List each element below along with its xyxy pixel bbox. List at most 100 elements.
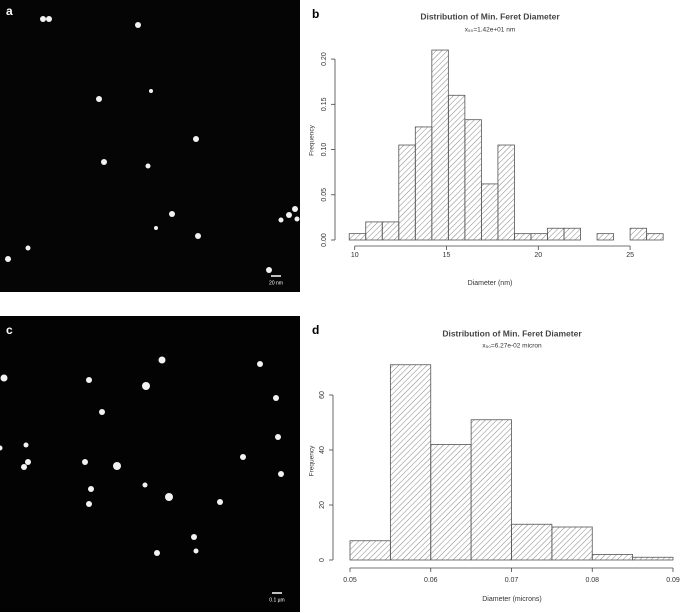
y-tick-label: 20 bbox=[319, 501, 326, 509]
particle bbox=[292, 206, 298, 212]
particle bbox=[195, 233, 201, 239]
y-tick-label: 0.00 bbox=[321, 233, 328, 247]
particle bbox=[88, 486, 94, 492]
particle bbox=[165, 493, 173, 501]
particle bbox=[154, 226, 158, 230]
bar bbox=[430, 444, 472, 561]
bar bbox=[511, 523, 553, 561]
bar bbox=[530, 233, 548, 241]
x-axis-label: Diameter (microns) bbox=[482, 596, 542, 603]
y-tick-label: 0.05 bbox=[321, 188, 328, 202]
particle bbox=[145, 163, 151, 169]
particle bbox=[101, 159, 107, 165]
particle bbox=[193, 136, 199, 142]
y-axis-label: Frequency bbox=[309, 124, 316, 155]
bar bbox=[464, 119, 482, 241]
bar bbox=[414, 126, 433, 241]
bar bbox=[514, 233, 532, 241]
particle bbox=[0, 374, 8, 382]
bar bbox=[480, 183, 499, 241]
x-tick-label: 20 bbox=[534, 252, 542, 259]
panel-label: a bbox=[6, 4, 13, 18]
bar bbox=[632, 556, 674, 561]
panel-label: b bbox=[312, 7, 319, 21]
x-tick-label: 0.05 bbox=[343, 577, 357, 584]
particle bbox=[275, 434, 281, 440]
y-tick-label: 60 bbox=[319, 391, 326, 399]
particle bbox=[193, 548, 199, 554]
bar bbox=[365, 221, 383, 241]
particle bbox=[240, 454, 246, 460]
chart-title: Distribution of Min. Feret Diameter bbox=[442, 328, 582, 338]
particle bbox=[169, 211, 175, 217]
y-tick-label: 40 bbox=[319, 446, 326, 454]
x-axis-label: Diameter (nm) bbox=[468, 280, 513, 287]
panel-label: c bbox=[6, 323, 13, 337]
bar bbox=[348, 233, 367, 241]
particle bbox=[99, 409, 105, 415]
particle bbox=[86, 501, 92, 507]
bar bbox=[596, 233, 614, 241]
particle bbox=[82, 459, 88, 465]
particle bbox=[23, 442, 29, 448]
bar bbox=[381, 221, 400, 241]
particle bbox=[46, 16, 52, 22]
particle bbox=[158, 356, 166, 364]
y-axis-label: Frequency bbox=[309, 445, 316, 476]
particle bbox=[142, 382, 150, 390]
particle bbox=[149, 89, 153, 93]
y-tick-label: 0.15 bbox=[321, 97, 328, 111]
x-tick-label: 0.08 bbox=[585, 577, 599, 584]
particle bbox=[286, 212, 292, 218]
particle bbox=[142, 482, 148, 488]
bar bbox=[447, 94, 466, 241]
panel-label: d bbox=[312, 323, 319, 337]
particle bbox=[154, 550, 160, 556]
bar bbox=[629, 227, 648, 241]
x-tick-label: 25 bbox=[626, 252, 634, 259]
particle bbox=[191, 534, 197, 540]
chart-subtitle: x₅₀=1.42e+01 nm bbox=[465, 27, 516, 34]
scale-bar-label: 0.1 µm bbox=[269, 597, 284, 603]
bar bbox=[497, 144, 515, 241]
particle bbox=[96, 96, 102, 102]
bar bbox=[551, 526, 593, 561]
bar bbox=[398, 144, 416, 241]
particle bbox=[278, 217, 284, 223]
chart-subtitle: x₅₀=6.27e-02 micron bbox=[482, 343, 542, 350]
bar bbox=[349, 540, 391, 561]
particle bbox=[0, 445, 3, 451]
particle bbox=[217, 499, 223, 505]
bar bbox=[389, 364, 432, 561]
bar bbox=[646, 233, 664, 241]
particle bbox=[86, 377, 92, 383]
particle bbox=[40, 16, 46, 22]
bar bbox=[470, 419, 512, 561]
bar bbox=[591, 554, 634, 561]
particle bbox=[21, 464, 27, 470]
chart-title: Distribution of Min. Feret Diameter bbox=[420, 11, 560, 21]
particle bbox=[113, 462, 121, 470]
particle bbox=[25, 459, 31, 465]
particle bbox=[25, 245, 31, 251]
particle bbox=[135, 22, 141, 28]
particle bbox=[278, 471, 284, 477]
particle bbox=[257, 361, 263, 367]
particle bbox=[266, 267, 272, 273]
x-tick-label: 0.06 bbox=[424, 577, 438, 584]
y-tick-label: 0.10 bbox=[321, 143, 328, 157]
particle bbox=[5, 256, 11, 262]
bar bbox=[431, 49, 449, 241]
x-tick-label: 10 bbox=[351, 252, 359, 259]
scale-bar-label: 20 nm bbox=[269, 280, 283, 286]
micrograph-c bbox=[0, 316, 300, 612]
x-tick-label: 15 bbox=[443, 252, 451, 259]
bar bbox=[547, 227, 565, 241]
y-tick-label: 0 bbox=[319, 558, 326, 562]
micrograph-a bbox=[0, 0, 300, 292]
bar bbox=[563, 227, 581, 241]
x-tick-label: 0.07 bbox=[505, 577, 519, 584]
particle bbox=[273, 395, 279, 401]
x-tick-label: 0.09 bbox=[666, 577, 680, 584]
